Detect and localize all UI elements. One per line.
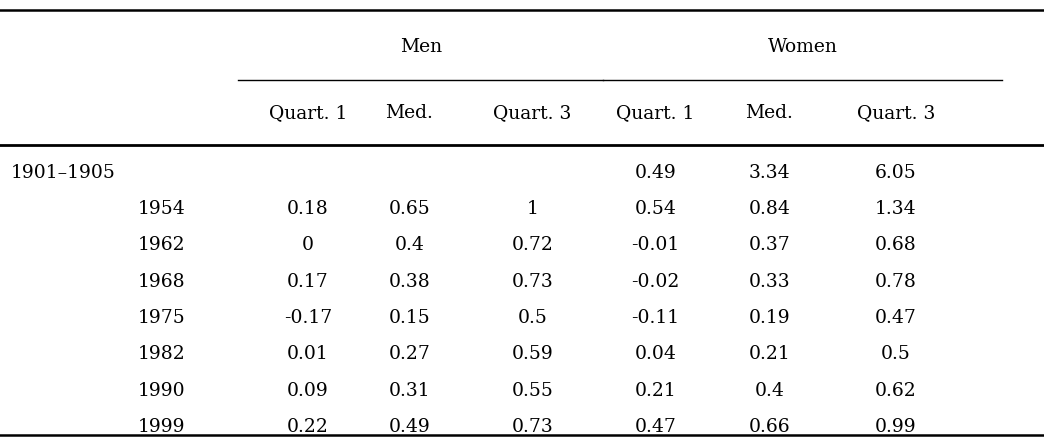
- Text: -0.02: -0.02: [632, 273, 680, 291]
- Text: 0.49: 0.49: [635, 164, 677, 182]
- Text: 0.49: 0.49: [388, 418, 430, 436]
- Text: 0.17: 0.17: [287, 273, 329, 291]
- Text: 0.55: 0.55: [512, 382, 553, 400]
- Text: -0.01: -0.01: [632, 237, 680, 254]
- Text: 1: 1: [526, 200, 539, 218]
- Text: 0.68: 0.68: [875, 237, 917, 254]
- Text: -0.11: -0.11: [632, 309, 680, 327]
- Text: 0.27: 0.27: [388, 346, 430, 363]
- Text: 0.78: 0.78: [875, 273, 917, 291]
- Text: Quart. 3: Quart. 3: [856, 104, 935, 122]
- Text: 6.05: 6.05: [875, 164, 917, 182]
- Text: 0.01: 0.01: [287, 346, 329, 363]
- Text: Quart. 1: Quart. 1: [616, 104, 695, 122]
- Text: 0.4: 0.4: [395, 237, 424, 254]
- Text: 0.5: 0.5: [518, 309, 547, 327]
- Text: Women: Women: [768, 38, 837, 55]
- Text: 1975: 1975: [138, 309, 186, 327]
- Text: 0: 0: [302, 237, 314, 254]
- Text: 0.31: 0.31: [388, 382, 430, 400]
- Text: 0.04: 0.04: [635, 346, 677, 363]
- Text: 1982: 1982: [138, 346, 186, 363]
- Text: Quart. 1: Quart. 1: [268, 104, 348, 122]
- Text: 0.72: 0.72: [512, 237, 553, 254]
- Text: 0.4: 0.4: [755, 382, 784, 400]
- Text: 0.19: 0.19: [749, 309, 790, 327]
- Text: 0.47: 0.47: [875, 309, 917, 327]
- Text: 1999: 1999: [138, 418, 186, 436]
- Text: 0.18: 0.18: [287, 200, 329, 218]
- Text: 0.59: 0.59: [512, 346, 553, 363]
- Text: -0.17: -0.17: [284, 309, 332, 327]
- Text: 0.54: 0.54: [635, 200, 677, 218]
- Text: 0.21: 0.21: [635, 382, 677, 400]
- Text: 0.15: 0.15: [388, 309, 430, 327]
- Text: 0.66: 0.66: [749, 418, 790, 436]
- Text: 0.84: 0.84: [749, 200, 790, 218]
- Text: Men: Men: [400, 38, 442, 55]
- Text: 0.38: 0.38: [388, 273, 430, 291]
- Text: 0.21: 0.21: [749, 346, 790, 363]
- Text: 0.65: 0.65: [388, 200, 430, 218]
- Text: 0.47: 0.47: [635, 418, 677, 436]
- Text: 0.33: 0.33: [749, 273, 790, 291]
- Text: Med.: Med.: [385, 104, 433, 122]
- Text: 1962: 1962: [138, 237, 186, 254]
- Text: Med.: Med.: [745, 104, 793, 122]
- Text: 0.09: 0.09: [287, 382, 329, 400]
- Text: 0.62: 0.62: [875, 382, 917, 400]
- Text: Quart. 3: Quart. 3: [493, 104, 572, 122]
- Text: 0.22: 0.22: [287, 418, 329, 436]
- Text: 0.37: 0.37: [749, 237, 790, 254]
- Text: 0.5: 0.5: [881, 346, 910, 363]
- Text: 0.73: 0.73: [512, 418, 553, 436]
- Text: 0.99: 0.99: [875, 418, 917, 436]
- Text: 1901–1905: 1901–1905: [10, 164, 115, 182]
- Text: 3.34: 3.34: [749, 164, 790, 182]
- Text: 1968: 1968: [138, 273, 186, 291]
- Text: 1954: 1954: [138, 200, 186, 218]
- Text: 1990: 1990: [138, 382, 186, 400]
- Text: 1.34: 1.34: [875, 200, 917, 218]
- Text: 0.73: 0.73: [512, 273, 553, 291]
